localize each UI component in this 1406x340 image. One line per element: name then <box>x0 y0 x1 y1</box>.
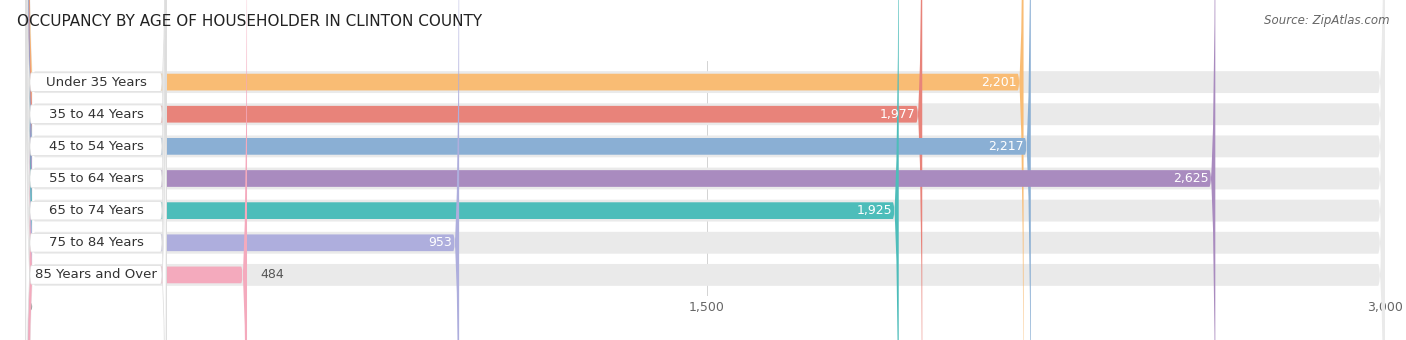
FancyBboxPatch shape <box>28 0 1385 340</box>
FancyBboxPatch shape <box>28 0 898 340</box>
FancyBboxPatch shape <box>28 0 1024 340</box>
FancyBboxPatch shape <box>25 0 166 340</box>
FancyBboxPatch shape <box>28 0 1385 340</box>
Text: Under 35 Years: Under 35 Years <box>45 75 146 89</box>
FancyBboxPatch shape <box>25 0 166 340</box>
Text: 2,201: 2,201 <box>981 75 1017 89</box>
Text: 65 to 74 Years: 65 to 74 Years <box>49 204 143 217</box>
Text: 45 to 54 Years: 45 to 54 Years <box>49 140 143 153</box>
Text: 953: 953 <box>429 236 453 249</box>
Text: 1,977: 1,977 <box>880 108 915 121</box>
FancyBboxPatch shape <box>25 0 166 340</box>
FancyBboxPatch shape <box>25 0 166 340</box>
FancyBboxPatch shape <box>25 0 166 340</box>
FancyBboxPatch shape <box>28 0 1385 340</box>
Text: 55 to 64 Years: 55 to 64 Years <box>49 172 143 185</box>
FancyBboxPatch shape <box>28 0 1385 340</box>
FancyBboxPatch shape <box>28 0 460 340</box>
FancyBboxPatch shape <box>28 0 247 340</box>
FancyBboxPatch shape <box>28 0 922 340</box>
FancyBboxPatch shape <box>28 0 1385 340</box>
FancyBboxPatch shape <box>25 0 166 340</box>
Text: 1,925: 1,925 <box>856 204 891 217</box>
Text: 35 to 44 Years: 35 to 44 Years <box>49 108 143 121</box>
FancyBboxPatch shape <box>25 0 166 340</box>
Text: Source: ZipAtlas.com: Source: ZipAtlas.com <box>1264 14 1389 27</box>
Text: 2,217: 2,217 <box>988 140 1024 153</box>
FancyBboxPatch shape <box>28 0 1385 340</box>
Text: OCCUPANCY BY AGE OF HOUSEHOLDER IN CLINTON COUNTY: OCCUPANCY BY AGE OF HOUSEHOLDER IN CLINT… <box>17 14 482 29</box>
Text: 75 to 84 Years: 75 to 84 Years <box>49 236 143 249</box>
Text: 2,625: 2,625 <box>1173 172 1209 185</box>
Text: 85 Years and Over: 85 Years and Over <box>35 268 157 282</box>
FancyBboxPatch shape <box>28 0 1385 340</box>
Text: 484: 484 <box>260 268 284 282</box>
FancyBboxPatch shape <box>28 0 1031 340</box>
FancyBboxPatch shape <box>28 0 1215 340</box>
